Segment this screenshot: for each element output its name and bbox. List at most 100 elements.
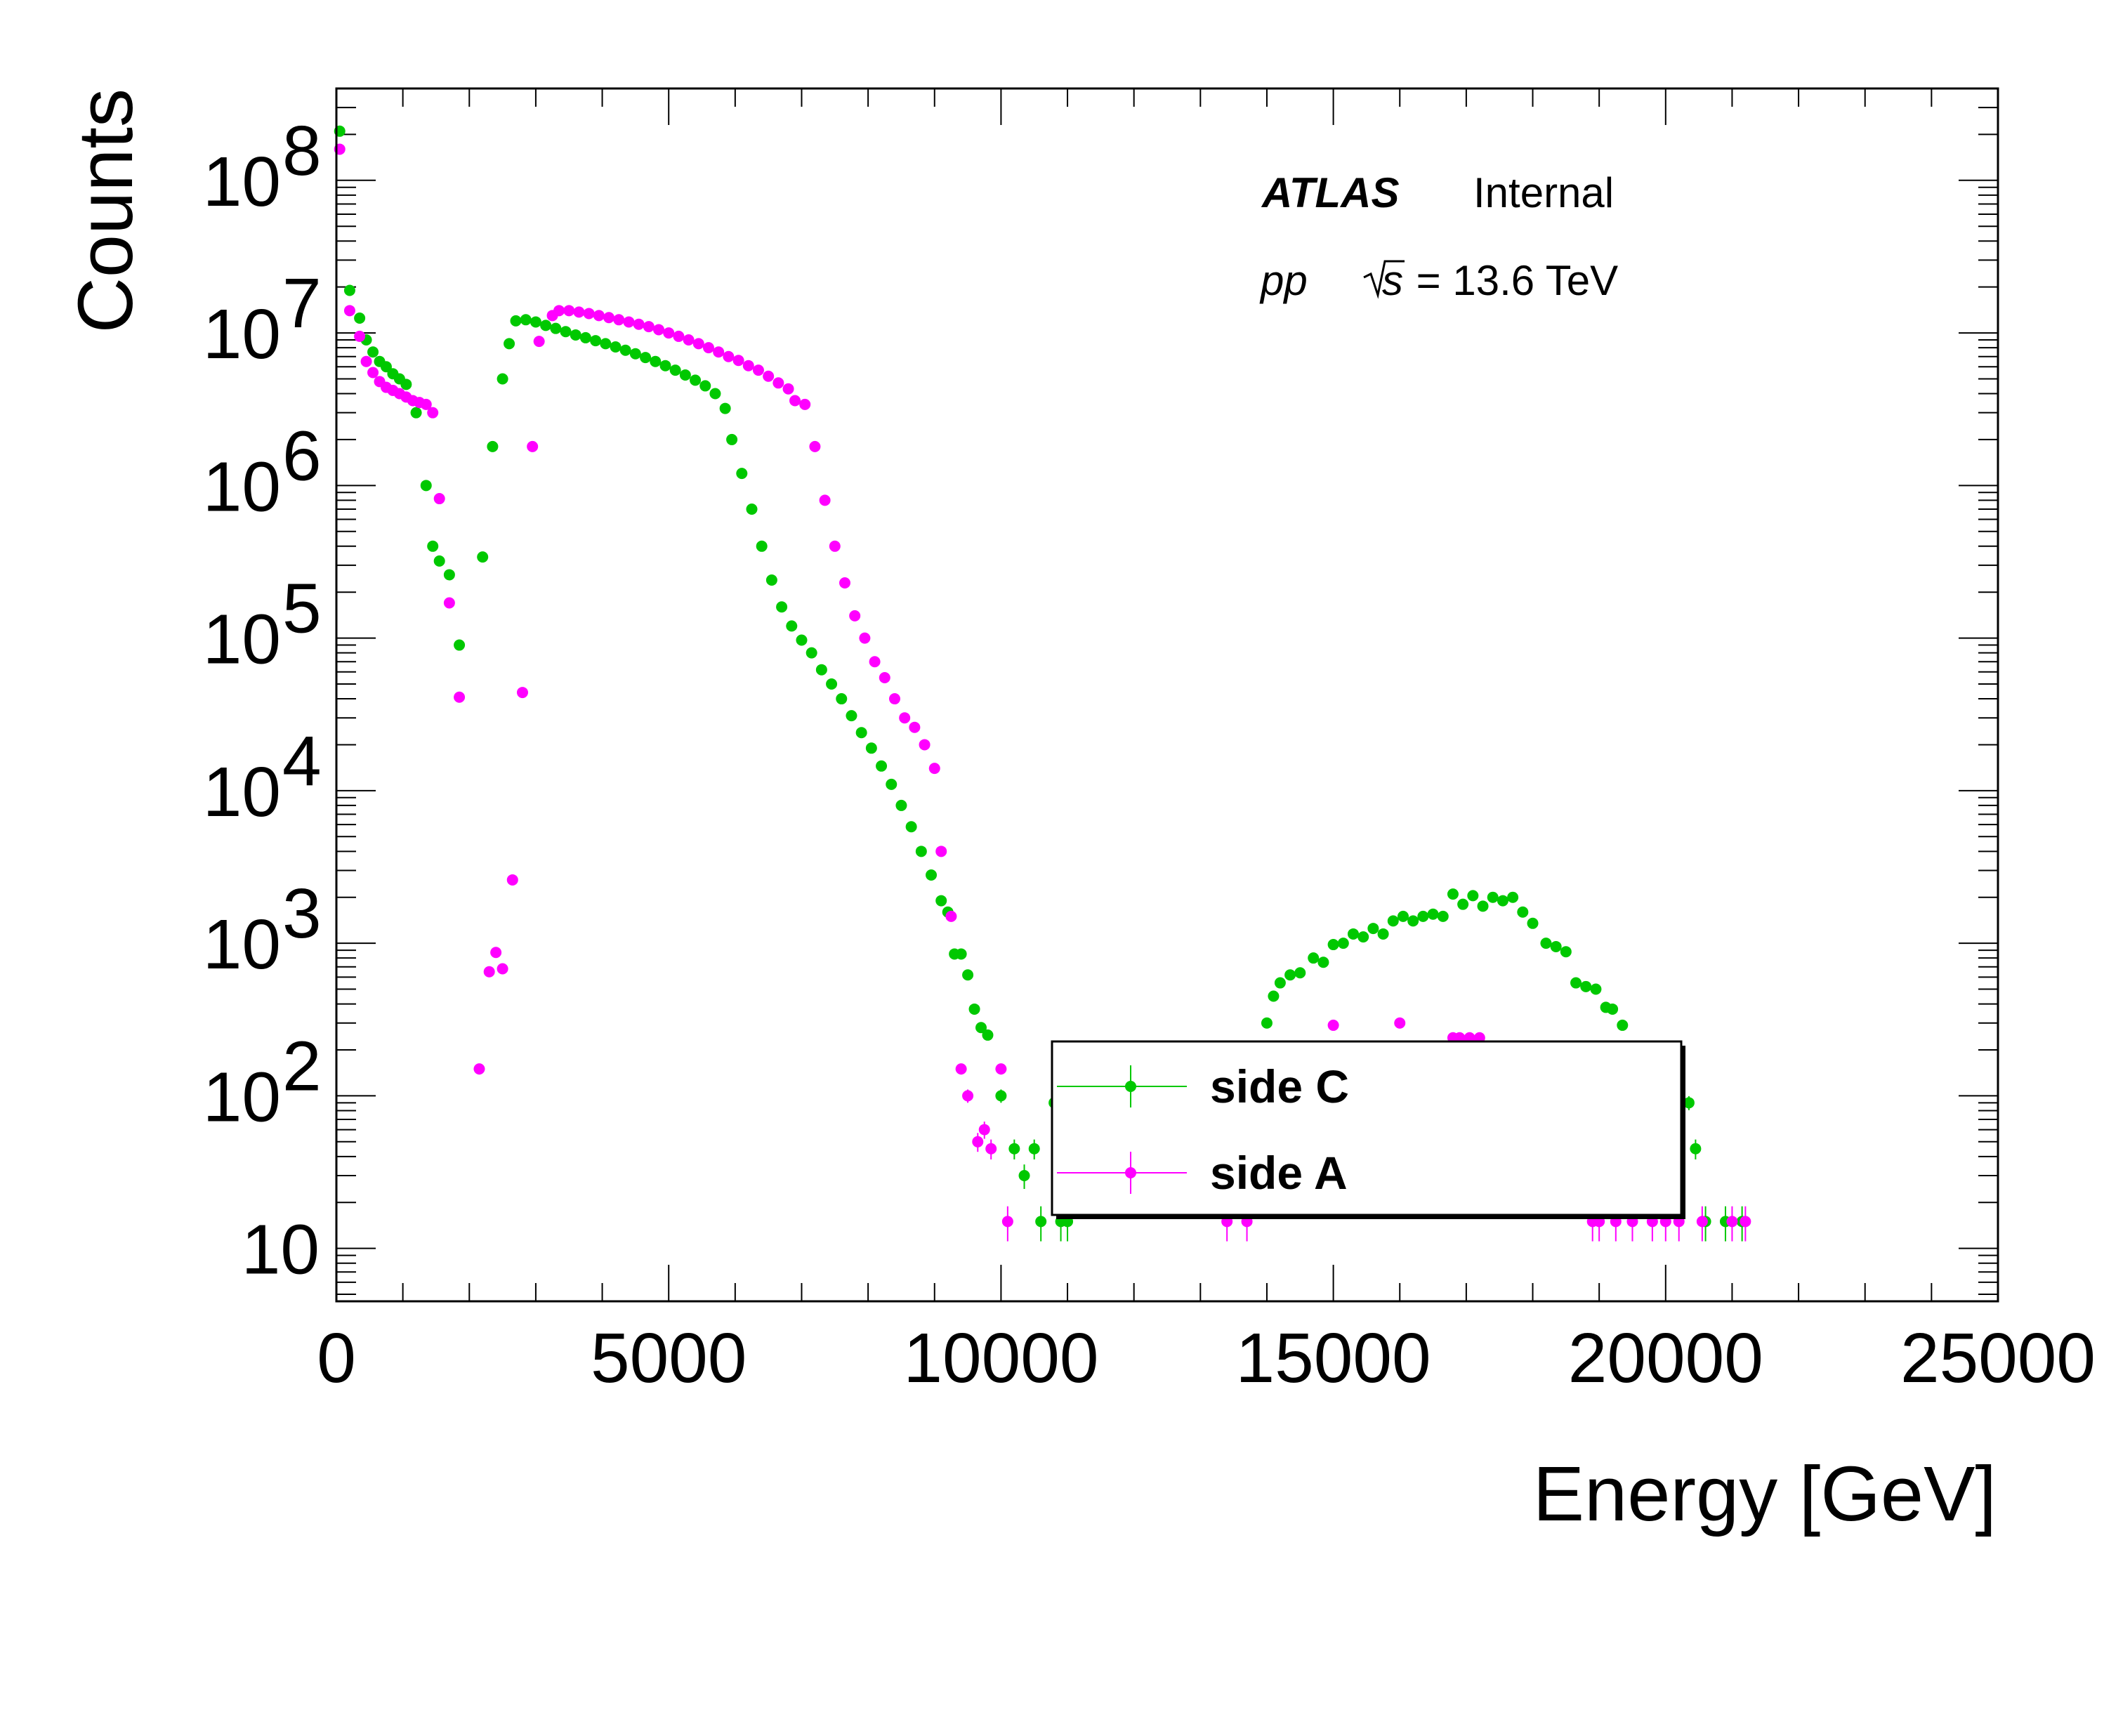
- data-point: [1407, 915, 1419, 927]
- data-point: [583, 308, 595, 320]
- data-point: [504, 338, 515, 350]
- data-point: [905, 821, 917, 833]
- data-point: [899, 712, 911, 724]
- data-point: [839, 577, 850, 589]
- data-point: [723, 350, 735, 362]
- data-point: [955, 1063, 967, 1075]
- data-point: [1617, 1019, 1629, 1031]
- data-point: [1437, 910, 1449, 922]
- y-tick-label-exponent: 2: [282, 1027, 322, 1105]
- x-tick-label: 5000: [591, 1319, 747, 1398]
- data-point: [560, 326, 572, 338]
- data-point: [400, 379, 412, 390]
- sqrt-s-label: s = 13.6 TeV: [1363, 257, 1618, 304]
- data-point: [935, 846, 947, 857]
- data-point: [709, 388, 721, 400]
- data-point: [673, 330, 685, 342]
- data-point: [809, 440, 821, 452]
- data-point: [752, 364, 764, 376]
- legend: side C side A: [1051, 1040, 1685, 1219]
- data-point: [530, 316, 541, 328]
- data-point: [928, 763, 940, 775]
- data-point: [985, 1143, 997, 1155]
- data-point: [367, 346, 379, 358]
- data-point: [815, 664, 827, 676]
- data-point: [1690, 1143, 1702, 1155]
- data-point: [477, 551, 489, 563]
- data-point: [590, 335, 602, 347]
- y-tick-label: 10: [242, 1211, 320, 1289]
- data-point: [643, 321, 655, 333]
- x-tick-label: 10000: [903, 1319, 1098, 1398]
- plot-frame: [335, 87, 1999, 1303]
- data-point: [443, 569, 455, 581]
- data-point: [869, 656, 881, 668]
- data-point: [713, 346, 725, 358]
- data-point: [1560, 946, 1572, 958]
- data-point: [859, 632, 871, 644]
- data-point: [427, 540, 439, 552]
- data-point: [640, 352, 652, 364]
- data-point: [1550, 940, 1562, 952]
- data-point: [1540, 938, 1552, 949]
- y-tick-label: 10: [203, 753, 281, 831]
- data-point: [919, 739, 931, 751]
- data-point: [1357, 931, 1369, 943]
- data-point: [849, 610, 861, 622]
- data-point: [563, 305, 575, 317]
- data-point: [1274, 977, 1286, 989]
- data-point: [573, 306, 585, 318]
- data-point: [1467, 890, 1479, 902]
- x-tick-labels: 0 5000 10000 15000 20000 25000: [317, 1319, 2096, 1398]
- data-point: [1477, 900, 1489, 912]
- data-point: [1683, 1097, 1695, 1109]
- data-point: [473, 1063, 485, 1075]
- data-point: [995, 1090, 1007, 1102]
- data-point: [650, 355, 662, 367]
- data-point: [487, 440, 499, 452]
- data-point: [1607, 1003, 1619, 1015]
- data-point: [343, 305, 355, 317]
- data-point: [1387, 915, 1399, 927]
- data-point: [1327, 1019, 1339, 1031]
- data-point: [692, 338, 704, 350]
- data-point: [915, 846, 927, 857]
- legend-box: [1051, 1040, 1683, 1216]
- data-point: [520, 314, 532, 326]
- data-point: [420, 480, 432, 492]
- y-tick-label: 10: [203, 600, 281, 679]
- data-point: [746, 503, 758, 515]
- x-tick-label: 20000: [1568, 1319, 1763, 1398]
- y-tick-label: 10: [203, 143, 281, 221]
- sqrt-symbol: [1363, 260, 1405, 299]
- data-point: [360, 355, 372, 367]
- data-point: [1317, 956, 1329, 968]
- data-point: [550, 322, 562, 334]
- data-point: [1417, 910, 1429, 922]
- energy-value: = 13.6 TeV: [1405, 257, 1618, 304]
- data-point: [732, 355, 744, 367]
- data-point: [663, 327, 675, 339]
- series-layer: [334, 125, 1751, 1242]
- data-point: [829, 540, 841, 552]
- data-point: [765, 574, 777, 586]
- data-point: [1570, 977, 1582, 989]
- data-point: [679, 369, 691, 381]
- data-point: [420, 398, 432, 410]
- y-tick-label-exponent: 8: [282, 112, 322, 190]
- data-point: [1018, 1169, 1030, 1181]
- x-tick-label: 0: [317, 1319, 356, 1398]
- data-point: [1308, 952, 1320, 964]
- legend-item-side-c: side C: [1057, 1060, 1349, 1112]
- data-point: [865, 742, 877, 754]
- y-tick-label-exponent: 5: [282, 570, 322, 648]
- data-point: [516, 687, 528, 699]
- data-point: [433, 555, 445, 567]
- legend-label-side-a: side A: [1210, 1147, 1348, 1199]
- data-point: [855, 727, 867, 739]
- data-point: [972, 1136, 984, 1148]
- data-point: [497, 373, 508, 385]
- data-point: [796, 634, 808, 646]
- data-point: [782, 383, 794, 395]
